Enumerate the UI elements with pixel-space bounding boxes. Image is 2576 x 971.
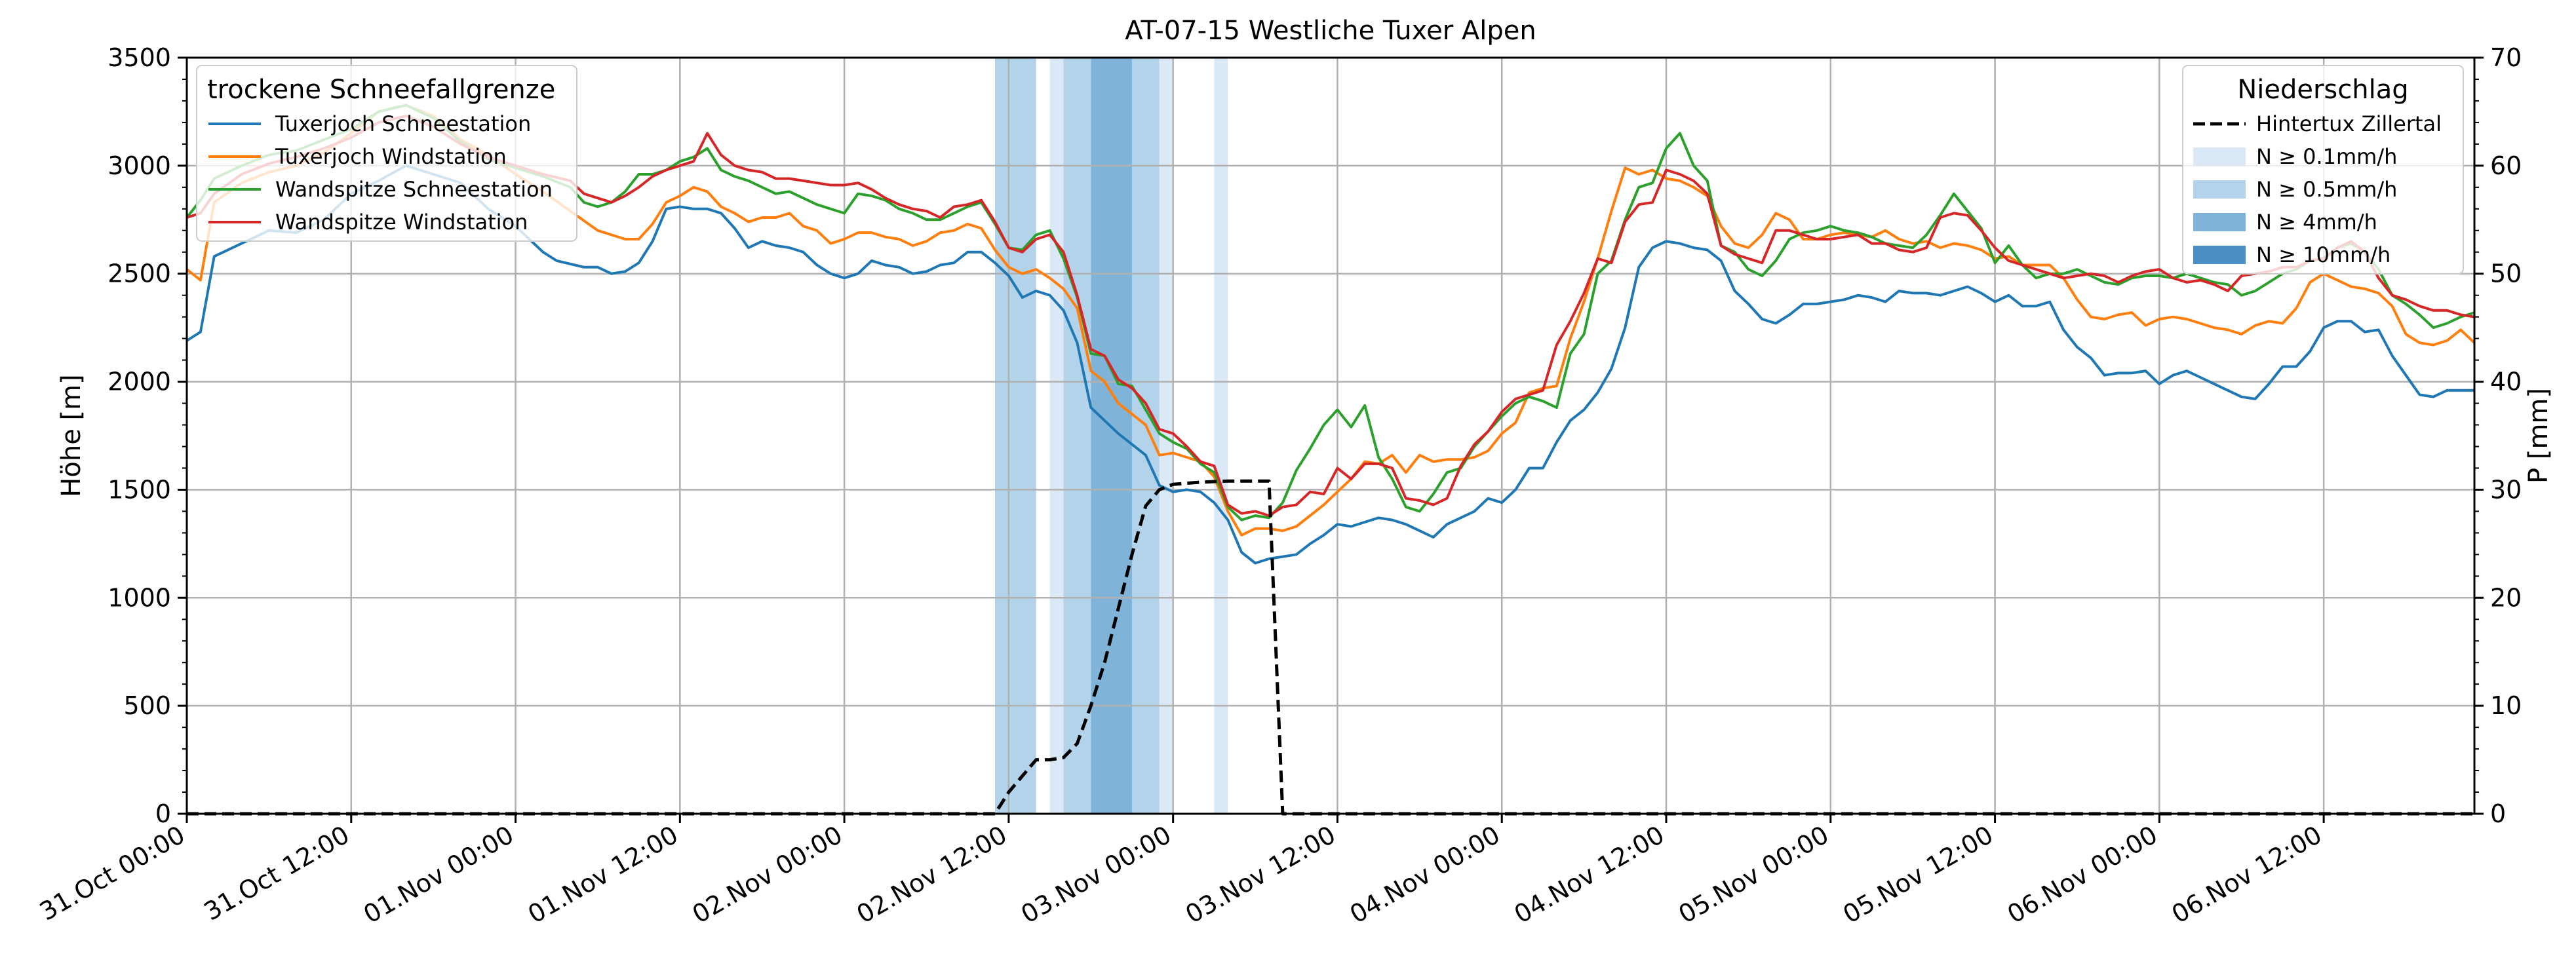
legend-entry-tuxerjoch-schnee: Tuxerjoch Schneestation [275, 111, 531, 136]
precip-band-0 [994, 58, 1036, 814]
series-line-1 [185, 104, 2476, 537]
series-lines [185, 104, 2476, 816]
legend-left-title: trockene Schneefallgrenze [207, 75, 555, 105]
y-tick-label-6: 3000 [107, 151, 171, 180]
precip-band-1 [1049, 58, 1064, 814]
legend-swatch-band-4 [2193, 213, 2246, 231]
legend-entry-band-01: N ≥ 0.1mm/h [2256, 144, 2397, 169]
legend-swatch-band-05 [2193, 180, 2246, 199]
y2-tick-label-6: 60 [2490, 151, 2522, 180]
y2-tick-label-0: 0 [2490, 799, 2506, 828]
series-line-2 [185, 104, 2475, 522]
y-tick-label-4: 2000 [107, 368, 171, 396]
legend-entry-band-4: N ≥ 4mm/h [2256, 210, 2377, 235]
series-line-4 [187, 479, 2474, 816]
y-axis-label: Höhe [m] [56, 374, 87, 497]
y2-tick-label-5: 50 [2490, 259, 2522, 288]
legend-right: Niederschlag Hintertux Zillertal N ≥ 0.1… [2182, 65, 2464, 275]
precip-band-2 [1063, 58, 1091, 814]
chart-title: AT-07-15 Westliche Tuxer Alpen [1125, 16, 1536, 46]
legend-entry-wandspitze-wind: Wandspitze Windstation [275, 210, 528, 235]
precip-band-4 [1131, 58, 1160, 814]
y2-tick-label-3: 30 [2490, 475, 2522, 504]
legend-entry-hintertux: Hintertux Zillertal [2256, 111, 2442, 136]
precip-band-6 [1214, 58, 1228, 814]
precip-band-5 [1159, 58, 1173, 814]
legend-right-title: Niederschlag [2237, 75, 2408, 105]
y-tick-label-1: 500 [123, 691, 171, 720]
series-line-3 [186, 115, 2475, 517]
precip-bands [994, 58, 1228, 814]
legend-swatch-band-01 [2193, 147, 2246, 166]
y-tick-label-0: 0 [155, 799, 171, 828]
series-line-0 [185, 164, 2474, 565]
y-tick-label-5: 2500 [107, 259, 171, 288]
precip-band-3 [1091, 58, 1132, 814]
y-tick-label-3: 1500 [107, 475, 171, 504]
y2-tick-label-7: 70 [2490, 43, 2522, 72]
plot-frame [185, 56, 2476, 815]
legend-entry-band-05: N ≥ 0.5mm/h [2256, 177, 2397, 202]
y2-tick-label-2: 20 [2490, 583, 2522, 612]
y2-axis-label: P [mm] [2524, 388, 2554, 484]
legend-right-box [2182, 65, 2464, 275]
y-tick-label-2: 1000 [107, 583, 171, 612]
legend-swatch-band-10 [2193, 246, 2246, 264]
legend-left-box [196, 65, 577, 242]
legend-entry-wandspitze-schnee: Wandspitze Schneestation [275, 177, 553, 202]
y2-tick-label-4: 40 [2490, 368, 2522, 396]
y2-tick-label-1: 10 [2490, 691, 2522, 720]
legend-entry-tuxerjoch-wind: Tuxerjoch Windstation [275, 144, 507, 169]
legend-entry-band-10: N ≥ 10mm/h [2256, 242, 2391, 267]
y-tick-label-7: 3500 [107, 43, 171, 72]
legend-left: trockene Schneefallgrenze Tuxerjoch Schn… [196, 65, 577, 242]
